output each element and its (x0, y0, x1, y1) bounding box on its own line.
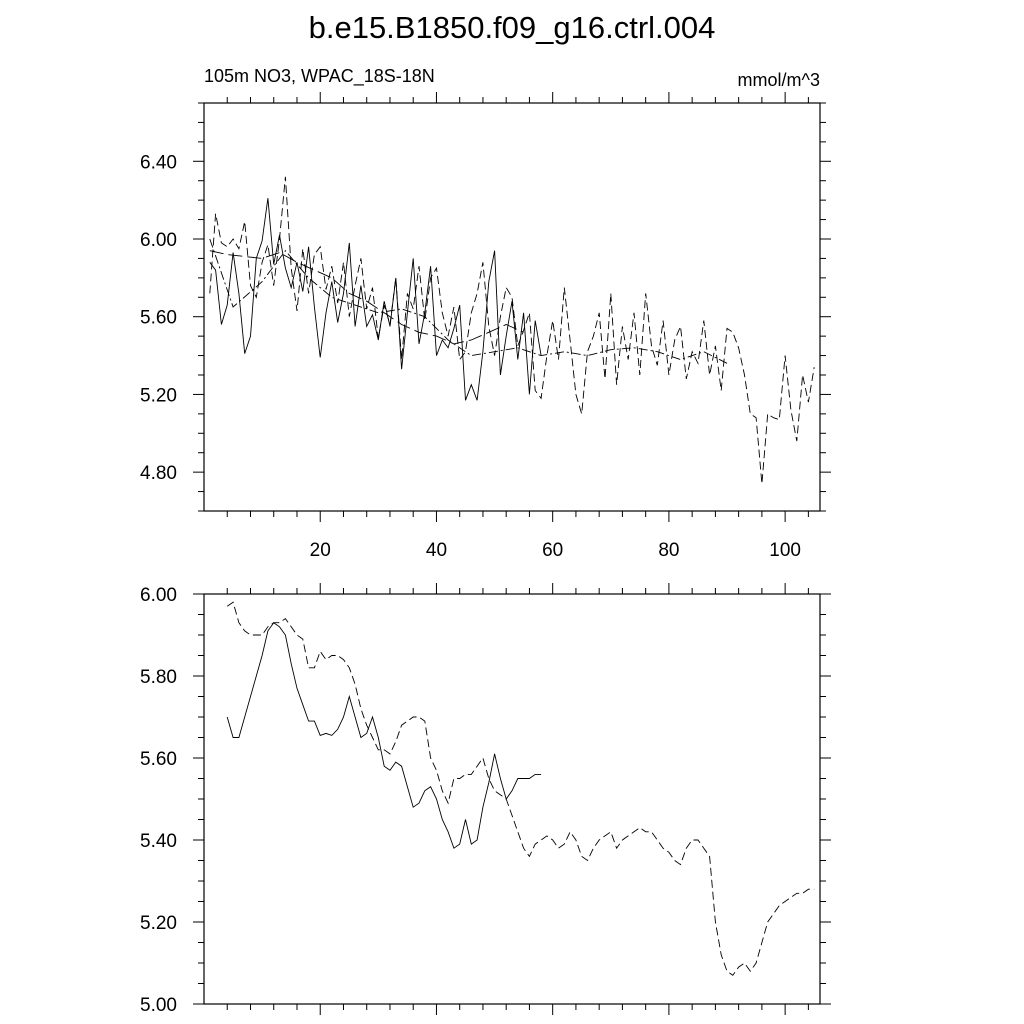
bottom-y-tick-label: 5.60 (140, 749, 177, 770)
top-y-tick-label: 4.80 (140, 463, 177, 484)
top-x-tick-label: 20 (310, 540, 331, 561)
bottom-y-tick-label: 5.00 (140, 995, 177, 1016)
units-label: mmol/m^3 (738, 70, 820, 90)
top-y-tick-label: 6.00 (140, 230, 177, 251)
top-series-line-3-dash-dot (209, 238, 728, 364)
top-tick-layer: 4.80 5.20 5.60 6.00 6.40 20 40 60 80 100 (140, 92, 831, 561)
bottom-y-tick-label: 5.20 (140, 913, 177, 934)
figure-title: b.e15.B1850.f09_g16.ctrl.004 (309, 10, 716, 45)
top-series-line-2-dashed (209, 176, 815, 484)
top-plot-frame (203, 102, 821, 512)
bottom-plot-frame (203, 593, 821, 1005)
top-x-tick-label: 60 (542, 540, 563, 561)
bottom-y-tick-label: 5.80 (140, 667, 177, 688)
top-x-tick-label: 80 (658, 540, 679, 561)
bottom-tick-layer: 5.00 5.20 5.40 5.60 5.80 6.00 (140, 583, 831, 1016)
top-y-tick-label: 5.20 (140, 385, 177, 406)
top-series-layer (209, 176, 815, 484)
top-x-tick-label: 100 (769, 540, 801, 561)
top-panel: 4.80 5.20 5.60 6.00 6.40 20 40 60 80 100 (140, 92, 831, 561)
bottom-series-line-2-dashed (226, 601, 815, 976)
top-x-tick-label: 40 (426, 540, 447, 561)
bottom-y-tick-label: 5.40 (140, 831, 177, 852)
left-subtitle: 105m NO3, WPAC_18S-18N (204, 66, 435, 87)
bottom-y-tick-label: 6.00 (140, 585, 177, 606)
bottom-panel: 5.00 5.20 5.40 5.60 5.80 6.00 (140, 583, 831, 1016)
top-series-line-4-long-dash (209, 250, 524, 345)
top-y-tick-label: 6.40 (140, 152, 177, 173)
bottom-series-layer (226, 601, 815, 976)
top-series-line-1-solid (209, 198, 542, 401)
bottom-series-line-1-solid (226, 622, 542, 849)
top-y-tick-label: 5.60 (140, 308, 177, 329)
